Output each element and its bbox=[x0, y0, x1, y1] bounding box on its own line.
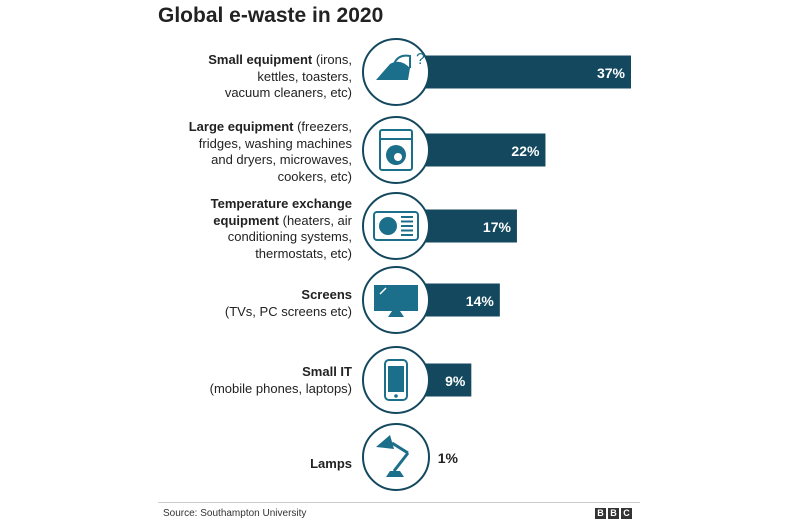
category-label-bold: Screens bbox=[301, 287, 352, 302]
bar bbox=[420, 209, 517, 243]
bar bbox=[420, 133, 546, 167]
icon-circle bbox=[362, 423, 430, 491]
bbc-logo-letter: B bbox=[608, 508, 619, 519]
tv-glare bbox=[379, 287, 387, 295]
bbc-logo-letter: C bbox=[621, 508, 632, 519]
bar bbox=[420, 55, 631, 89]
phone-screen bbox=[388, 366, 404, 392]
iron-handle bbox=[393, 54, 411, 68]
machine-body bbox=[379, 129, 413, 171]
category-label: Temperature exchange equipment (heaters, … bbox=[210, 196, 352, 261]
lamp-shade bbox=[376, 435, 394, 449]
bbc-logo: B B C bbox=[595, 508, 632, 519]
tv-stand bbox=[388, 311, 404, 317]
ac-fan bbox=[379, 217, 397, 235]
lamp-base bbox=[386, 471, 404, 477]
mobile-phone-icon bbox=[362, 346, 430, 414]
category-label-bold: Lamps bbox=[310, 456, 352, 471]
bar-value-label: 1% bbox=[438, 450, 459, 466]
question-mark: ? bbox=[416, 51, 425, 68]
machine-drum-light bbox=[394, 153, 402, 161]
footer-divider bbox=[158, 502, 640, 503]
category-label-bold: equipment bbox=[213, 212, 280, 228]
phone-body bbox=[384, 359, 408, 401]
bar-value-label: 17% bbox=[483, 219, 512, 235]
category-label: Small IT (mobile phones, laptops) bbox=[209, 364, 352, 396]
lamp-arm-upper bbox=[391, 441, 409, 455]
bar-value-label: 9% bbox=[445, 373, 466, 389]
bar-value-label: 22% bbox=[511, 143, 540, 159]
category-label-bold: Large equipment bbox=[188, 119, 294, 134]
category-label-bold: Temperature bbox=[210, 196, 289, 211]
iron-body bbox=[376, 61, 410, 80]
tv-screen-icon bbox=[362, 266, 430, 334]
bbc-logo-letter: B bbox=[595, 508, 606, 519]
chart-title: Global e-waste in 2020 bbox=[158, 4, 384, 27]
category-label: Lamps bbox=[12, 456, 352, 473]
desk-lamp-icon bbox=[362, 423, 430, 491]
tv-panel bbox=[374, 285, 418, 311]
bar-value-label: 14% bbox=[466, 293, 495, 309]
category-label-bold: exchange bbox=[288, 196, 352, 211]
lamp-arm-lower bbox=[392, 452, 410, 472]
bar bbox=[420, 283, 500, 317]
source-note: Source: Southampton University bbox=[163, 508, 307, 519]
category-label: Small equipment (irons, kettles, toasters… bbox=[208, 52, 352, 100]
category-label-bold: Small equipment bbox=[208, 52, 313, 67]
iron-icon: ? bbox=[362, 38, 430, 106]
category-label: Large equipment (freezers, fridges, washi… bbox=[188, 119, 352, 184]
bar-value-label: 37% bbox=[597, 65, 626, 81]
air-conditioner-icon bbox=[362, 192, 430, 260]
phone-button bbox=[394, 394, 398, 398]
category-label: Screens (TVs, PC screens etc) bbox=[224, 287, 352, 319]
ac-body bbox=[373, 211, 419, 241]
category-label-bold: Small IT bbox=[302, 364, 352, 379]
washing-machine-icon bbox=[362, 116, 430, 184]
